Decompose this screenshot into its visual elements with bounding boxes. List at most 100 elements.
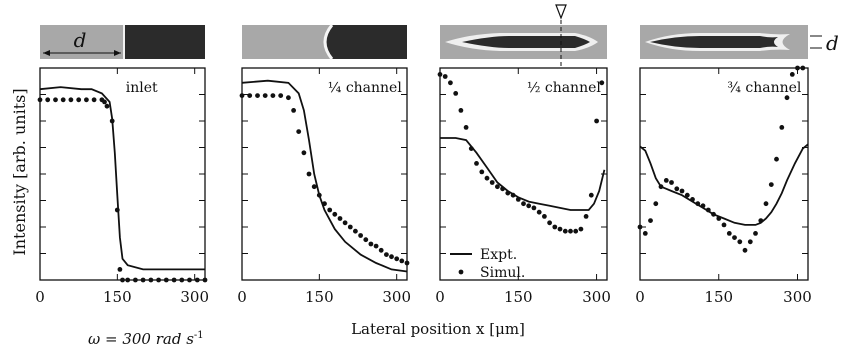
- series-simul-point: [763, 201, 769, 207]
- x-tick-label: 0: [35, 288, 45, 306]
- series-simul-point: [296, 129, 302, 135]
- series-simul-point: [484, 175, 490, 181]
- x-tick-label: 300: [382, 288, 411, 306]
- strip-three-quarter: [640, 25, 808, 59]
- series-simul-point: [747, 239, 753, 245]
- series-simul-point: [458, 108, 464, 113]
- series-simul-point: [700, 203, 706, 209]
- panel-frame: [439, 67, 608, 281]
- x-tick-label: 150: [305, 288, 334, 306]
- series-simul-point: [239, 93, 245, 98]
- series-simul-point: [53, 97, 58, 103]
- series-simul-point: [45, 97, 51, 103]
- series-simul-point: [353, 228, 358, 234]
- x-tick-label: 0: [635, 288, 645, 306]
- series-simul-point: [437, 72, 443, 77]
- series-simul-point: [774, 156, 779, 162]
- panel-label: inlet: [126, 80, 158, 96]
- series-simul-point: [278, 93, 284, 98]
- series-simul-point: [637, 224, 643, 230]
- series-simul-point: [521, 201, 526, 207]
- series-simul-point: [337, 216, 343, 221]
- strip-quarter: [242, 24, 407, 60]
- x-tick-label: 0: [237, 288, 247, 306]
- y-axis-label: Intensity [arb. units]: [10, 88, 29, 255]
- series-simul-point: [531, 205, 537, 211]
- series-simul-point: [133, 277, 138, 283]
- series-simul-point: [795, 65, 800, 71]
- series-simul-point: [114, 207, 120, 213]
- series-simul-point: [156, 277, 162, 283]
- panel-label: ½ channel: [527, 80, 602, 96]
- series-simul-point: [404, 260, 410, 266]
- series-simul-point: [117, 267, 123, 272]
- series-simul-point: [453, 91, 459, 96]
- d-label: d: [74, 28, 87, 52]
- series-simul-point: [399, 258, 405, 264]
- x-tick-label: 150: [103, 288, 132, 306]
- series-simul-point: [342, 220, 348, 226]
- x-tick-label: 150: [504, 288, 533, 306]
- series-simul-point: [732, 235, 737, 241]
- series-simul-point: [68, 97, 74, 103]
- series-simul-point: [322, 201, 327, 207]
- series-simul-point: [171, 277, 177, 283]
- series-simul-point: [768, 182, 774, 188]
- series-simul-point: [526, 203, 532, 209]
- series-simul-point: [394, 256, 400, 262]
- series-simul-point: [448, 80, 453, 86]
- series-simul-point: [663, 178, 669, 183]
- series-simul-point: [311, 184, 317, 190]
- series-simul-point: [373, 243, 379, 249]
- series-simul-point: [578, 226, 584, 232]
- series-simul-point: [384, 252, 389, 257]
- series-simul-point: [753, 231, 758, 236]
- series-simul-point: [84, 97, 89, 103]
- x-tick-label: 300: [783, 288, 812, 306]
- series-simul-point: [653, 201, 659, 207]
- series-simul-point: [489, 180, 495, 185]
- d-width-arrow: d: [43, 28, 121, 56]
- series-simul-point: [125, 277, 131, 283]
- series-simul-point: [37, 97, 43, 103]
- series-simul-point: [479, 169, 485, 175]
- series-simul-point: [684, 192, 690, 198]
- slice-marker: [555, 4, 567, 68]
- series-simul-point: [378, 247, 384, 253]
- panel-2: 0 150 300 ¼ channel: [237, 67, 411, 306]
- series-simul-point: [552, 224, 558, 230]
- series-simul-point: [779, 125, 785, 130]
- series-simul-point: [474, 161, 479, 166]
- series-simul-point: [389, 254, 394, 260]
- series-simul-point: [648, 218, 653, 224]
- series-simul-point: [573, 228, 579, 234]
- series-simul-point: [163, 277, 169, 283]
- panel-3: 0 150 300 ½ channel: [435, 67, 611, 306]
- series-simul-point: [255, 93, 260, 98]
- series-simul-point: [468, 146, 474, 152]
- series-simul-point: [742, 247, 748, 253]
- series-simul-point: [368, 241, 374, 247]
- panel-1: 0 150 300 inlet: [35, 67, 209, 306]
- series-simul-point: [674, 186, 680, 192]
- omega-label: ω = 300 rad s-1: [88, 330, 204, 348]
- series-simul-point: [594, 118, 599, 124]
- series-simul-point: [547, 220, 552, 226]
- series-simul-point: [187, 277, 192, 283]
- strip-half: [440, 25, 607, 59]
- legend: Expt. Simul.: [450, 247, 525, 281]
- series-simul-point: [148, 277, 154, 283]
- series-simul-point: [510, 192, 516, 198]
- series-simul-point: [568, 228, 573, 234]
- series-simul-point: [104, 103, 110, 109]
- series-simul-point: [291, 108, 296, 113]
- panel-4: 0 150 300 ¾ channel: [635, 65, 812, 306]
- legend-expt: Expt.: [480, 247, 517, 263]
- d-label-right: d: [826, 31, 839, 55]
- series-simul-point: [442, 74, 448, 79]
- series-simul-point: [557, 226, 563, 232]
- series-simul-point: [562, 228, 568, 234]
- series-simul-point: [716, 216, 722, 221]
- series-simul-point: [202, 277, 208, 283]
- panel-label: ¾ channel: [727, 80, 802, 96]
